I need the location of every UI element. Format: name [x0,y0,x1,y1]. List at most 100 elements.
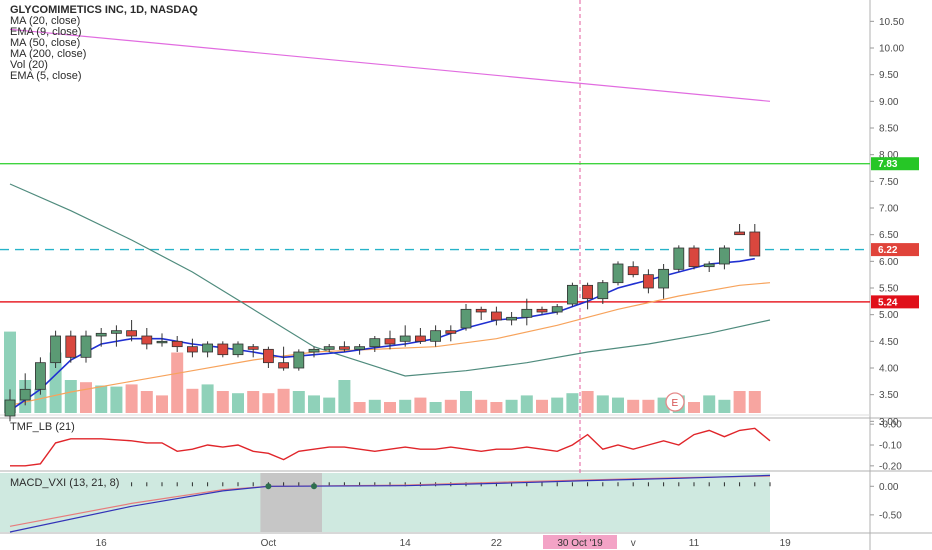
candle-body[interactable] [749,231,761,257]
volume-bar [110,386,123,413]
price-tag-box [871,243,919,257]
candle-body[interactable] [202,343,214,353]
legend-indicator[interactable]: MA (20, close) [10,15,80,27]
candle-body[interactable] [80,335,92,358]
candle-body[interactable] [627,266,639,276]
legend-indicator[interactable]: EMA (9, close) [10,26,82,38]
candle-body[interactable] [460,308,472,329]
volume-bar [338,380,351,413]
candle-body[interactable] [171,340,183,348]
candle-body[interactable] [551,306,563,313]
candle-body[interactable] [506,316,518,321]
candle-body[interactable] [50,335,61,364]
macd-pane-title: MACD_VXI (13, 21, 8) [10,477,119,489]
candle-body[interactable] [308,348,320,353]
price-tick-label: 6.00 [879,257,899,268]
candle-body[interactable] [567,284,578,305]
candle-body[interactable] [262,348,274,364]
volume-bar [703,395,716,413]
crosshair-date-label: 30 Oct '19 [557,538,603,549]
candle-body[interactable] [95,332,107,337]
candle-body[interactable] [536,308,548,313]
candle-body[interactable] [399,335,411,342]
candle-body[interactable] [19,388,31,401]
legend-indicator[interactable]: Vol (20) [10,59,48,71]
candle-body[interactable] [323,346,335,350]
price-tick-label: 10.00 [879,44,904,55]
legend-indicator[interactable]: MA (200, close) [10,48,86,60]
candle-body[interactable] [475,308,487,313]
candle-body[interactable] [643,274,654,289]
price-tick-label: 9.50 [879,70,899,81]
candle-body[interactable] [734,231,745,236]
candle-body[interactable] [126,330,137,337]
candle-body[interactable] [490,311,502,321]
candle-body[interactable] [141,335,153,345]
earnings-marker-icon[interactable] [665,392,685,412]
candle-body[interactable] [156,340,168,344]
volume-bar [64,380,77,413]
candle-body[interactable] [430,330,442,342]
candle-body[interactable] [719,247,730,265]
ma200-line [9,28,771,102]
candle-body[interactable] [521,308,533,318]
candle-body[interactable] [369,338,381,348]
macd-tick-label: 0.00 [879,482,899,493]
volume-bar [384,402,396,413]
candle-body[interactable] [293,351,305,369]
legend-indicator[interactable]: EMA (5, close) [10,70,82,82]
candle-body[interactable] [111,330,122,334]
tmf-tick-label: -0.10 [879,441,902,452]
candle-body[interactable] [338,346,350,350]
volume-bar [201,384,214,413]
candle-body[interactable] [673,247,685,270]
candle-body[interactable] [597,282,609,300]
tmf-tick-label: -0.20 [879,461,902,472]
volume-bar [612,397,624,413]
candle-body[interactable] [278,362,290,369]
candle-body[interactable] [4,399,16,417]
candle-body[interactable] [658,268,669,289]
candle-body[interactable] [582,284,593,300]
earnings-marker-text: E [672,398,679,409]
candle-body[interactable] [247,346,259,350]
volume-bar [353,402,366,413]
legend-indicator[interactable]: MA (50, close) [10,37,80,49]
price-tick-label: 4.00 [879,364,899,375]
macd-line [9,474,771,533]
candle-body[interactable] [35,362,46,390]
price-tick-label: 5.50 [879,284,899,295]
volume-bar [748,391,761,413]
price-tick-label: 5.00 [879,310,899,321]
volume-bar [460,391,472,413]
candle-body[interactable] [232,343,244,356]
volume-bar [80,382,92,413]
volume-bar [399,399,412,413]
candle-body[interactable] [688,247,700,268]
volume-bar [232,393,244,413]
candle-body[interactable] [612,263,624,284]
price-tick-label: 3.00 [879,417,899,428]
volume-bar [186,388,199,413]
volume-bar [216,391,229,413]
tmf-line [10,427,771,467]
ma50-line [9,183,771,377]
candle-body[interactable] [703,263,715,268]
time-tick-label: 11 [689,538,700,549]
candle-body[interactable] [65,335,77,358]
candle-body[interactable] [384,338,396,345]
candle-body[interactable] [445,330,457,334]
tmf-tick-label: -0.00 [879,420,902,431]
time-tick-label: 16 [96,538,108,549]
tmf-pane-title: TMF_LB (21) [10,421,75,433]
crosshair-date-box [543,535,617,549]
volume-bar [308,395,320,413]
candle-body[interactable] [217,343,229,356]
candle-body[interactable] [414,335,426,342]
candle-body[interactable] [186,346,198,353]
candle-body[interactable] [354,346,366,350]
price-tick-label: 8.50 [879,124,899,135]
price-tag-label: 7.83 [878,159,898,170]
volume-bar [4,331,16,413]
